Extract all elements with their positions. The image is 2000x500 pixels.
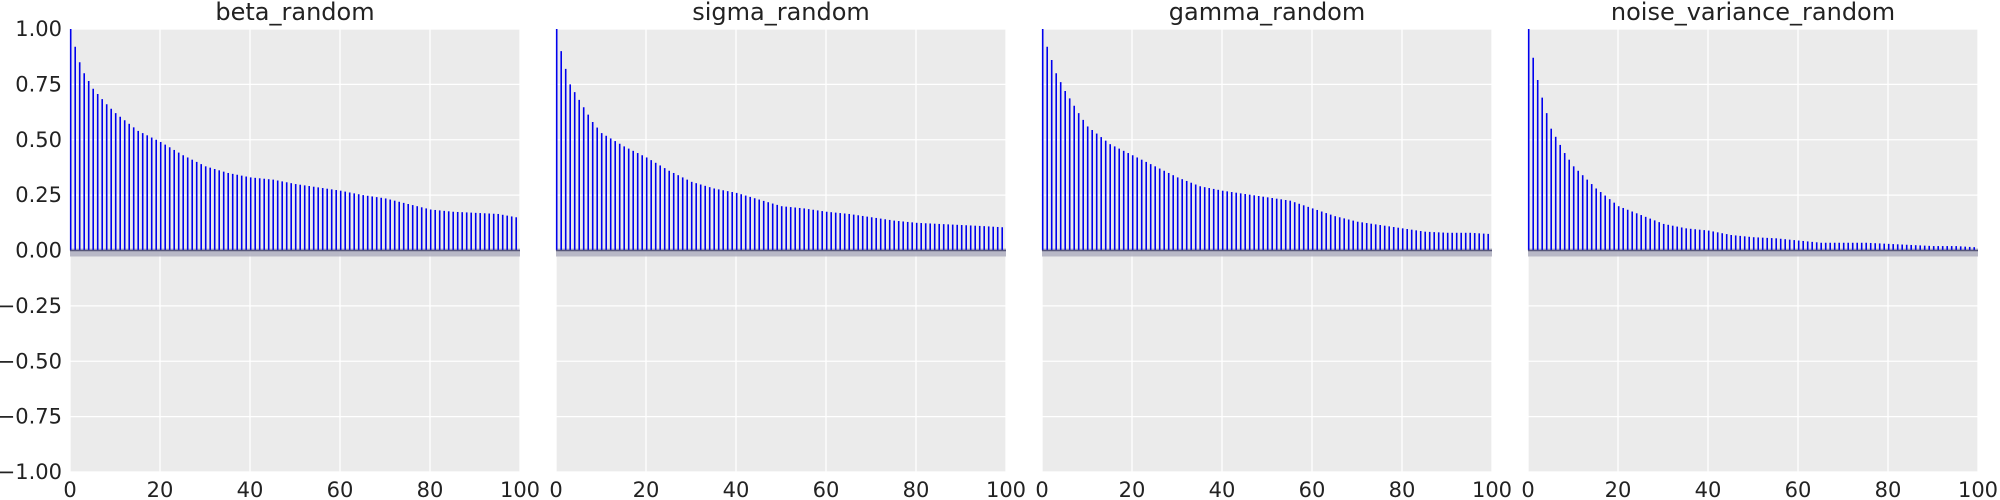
x-tick-label: 0 (1035, 478, 1048, 500)
x-tick-label: 60 (1299, 478, 1326, 500)
x-tick-label: 80 (1875, 478, 1902, 500)
y-tick-label: 0.50 (15, 128, 62, 152)
x-tick-label: 80 (903, 478, 930, 500)
x-tick-label: 0 (63, 478, 76, 500)
panel-title: sigma_random (692, 0, 870, 26)
x-tick-label: 40 (1209, 478, 1236, 500)
x-tick-label: 20 (633, 478, 660, 500)
x-tick-label: 20 (147, 478, 174, 500)
x-tick-label: 100 (1958, 478, 1998, 500)
x-tick-label: 80 (417, 478, 444, 500)
panel-title: noise_variance_random (1611, 0, 1895, 26)
x-tick-label: 20 (1605, 478, 1632, 500)
y-tick-label: −0.25 (0, 294, 62, 318)
confidence-band (556, 248, 1006, 257)
y-tick-label: 0.75 (15, 72, 62, 96)
x-tick-label: 60 (813, 478, 840, 500)
x-tick-label: 60 (327, 478, 354, 500)
confidence-band (1528, 248, 1978, 257)
x-tick-label: 100 (1472, 478, 1512, 500)
x-tick-label: 100 (986, 478, 1026, 500)
x-tick-label: 40 (237, 478, 264, 500)
x-tick-label: 0 (549, 478, 562, 500)
x-tick-label: 20 (1119, 478, 1146, 500)
y-tick-label: 0.25 (15, 183, 62, 207)
acf-panel-2: sigma_random 0 20 40 60 80 100 (549, 0, 1026, 500)
confidence-band (1042, 248, 1492, 257)
acf-panel-3: gamma_random 0 20 40 60 80 100 (1035, 0, 1512, 500)
panel-title: gamma_random (1169, 0, 1366, 26)
y-tick-label: 1.00 (15, 17, 62, 41)
x-tick-label: 0 (1521, 478, 1534, 500)
x-tick-label: 40 (723, 478, 750, 500)
x-tick-label: 80 (1389, 478, 1416, 500)
x-tick-label: 100 (500, 478, 540, 500)
panel-title: beta_random (215, 0, 374, 26)
y-tick-label: 0.00 (15, 239, 62, 263)
y-tick-label: −1.00 (0, 460, 62, 484)
confidence-band (70, 248, 520, 257)
acf-panel-1: beta_random 0 20 40 60 80 100 1.00 0.75 0.50 0.25 0… (0, 0, 540, 500)
x-tick-label: 60 (1785, 478, 1812, 500)
x-tick-label: 40 (1695, 478, 1722, 500)
y-tick-label: −0.75 (0, 405, 62, 429)
acf-panel-4: noise_variance_random 0 20 40 60 80 100 (1521, 0, 1998, 500)
y-tick-label: −0.50 (0, 349, 62, 373)
